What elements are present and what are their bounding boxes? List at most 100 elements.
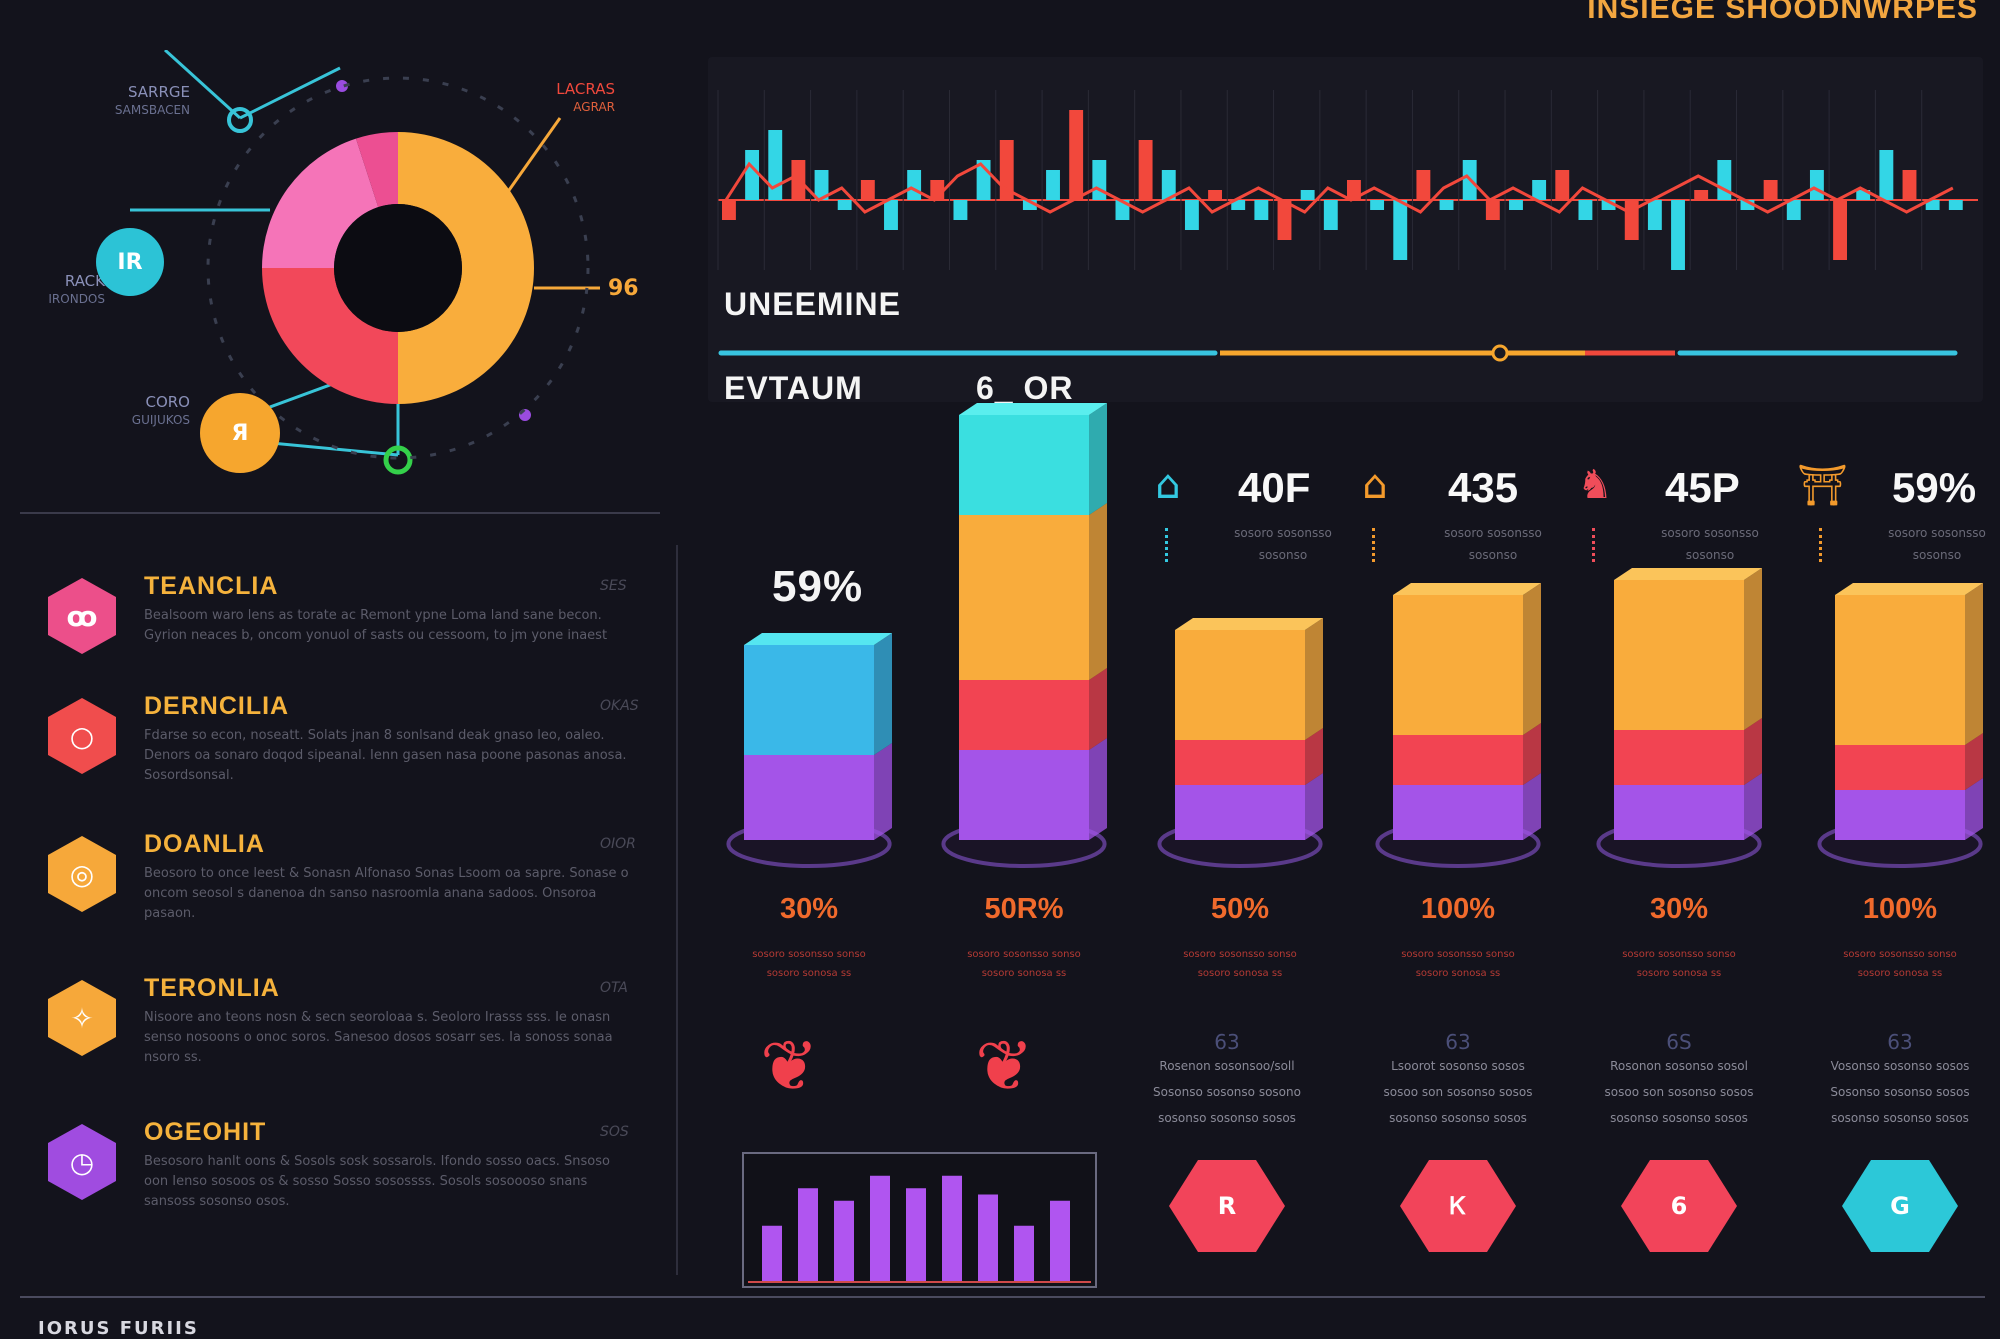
donut-slice-red[interactable]	[262, 268, 398, 404]
bar-top-face	[1835, 583, 1983, 595]
donut-slice-pink[interactable]	[262, 138, 379, 268]
bar-segment-side	[1523, 723, 1541, 785]
waveform-bar	[1509, 200, 1523, 210]
orbit-ring	[206, 76, 590, 460]
bar-segment-front[interactable]	[1175, 785, 1305, 840]
block-text: sosonso sosonso sosos	[1831, 1111, 1969, 1125]
mini-bar	[834, 1200, 854, 1282]
list-item-body: Besosoro hanlt oons & Sosols sosk sossar…	[144, 1154, 610, 1209]
bar-segment-side	[874, 633, 892, 755]
column-sub-2: sosoro sonosa ss	[981, 968, 1067, 979]
waveform-bar	[1323, 200, 1338, 230]
block-number: 63	[1887, 1030, 1913, 1054]
waveform-bar	[1231, 200, 1246, 210]
bar-segment-front[interactable]	[1835, 790, 1965, 840]
bar-top-face	[959, 403, 1107, 415]
stacks-headline: 59%	[772, 562, 864, 611]
label-title: SARRGE	[127, 83, 190, 101]
bar-segment-front[interactable]	[744, 645, 874, 755]
waveform-bar	[999, 140, 1014, 200]
waveform-bar	[1624, 200, 1639, 240]
bar-segment-front[interactable]	[744, 755, 874, 840]
block-number: 63	[1214, 1030, 1240, 1054]
column-sub-1: sosoro sosonsso sonso	[752, 949, 866, 960]
hexagon-button[interactable]: G	[1842, 1160, 1958, 1252]
list-item-tag: OTA	[600, 980, 628, 996]
column-sub-2: sosoro sonosa ss	[1197, 968, 1283, 979]
column-sub-2: sosoro sonosa ss	[1636, 968, 1722, 979]
stat-icon: ♞	[1577, 462, 1613, 508]
list-item-body: Nisoore ano teons nosn & secn seoroloaa …	[144, 1010, 613, 1065]
stat-value: 59%	[1892, 464, 1977, 511]
bar-segment-front[interactable]	[1393, 595, 1523, 735]
waveform-bar	[860, 180, 875, 200]
bar-segment-front[interactable]	[959, 750, 1089, 840]
footer-text: IORUS FURIIS	[38, 1318, 199, 1339]
bar-segment-front[interactable]	[1614, 580, 1744, 730]
bar-segment-front[interactable]	[959, 415, 1089, 515]
bar-segment-front[interactable]	[1614, 730, 1744, 785]
hexagon-button[interactable]: 6	[1621, 1160, 1737, 1252]
waveform-bar	[814, 170, 829, 200]
bar-segment-front[interactable]	[1175, 630, 1305, 740]
hexagon-button[interactable]: Ꮶ	[1400, 1160, 1516, 1252]
bar-segment-front[interactable]	[1393, 785, 1523, 840]
waveform-bar	[1948, 200, 1963, 210]
stat-dots	[1819, 528, 1825, 562]
waveform-bar	[1809, 170, 1824, 200]
waveform-line	[724, 161, 1954, 214]
waveform-bar	[1370, 200, 1385, 210]
waveform-bar	[1717, 160, 1732, 200]
divider	[20, 512, 660, 514]
stat-sub-2: sosonso	[1685, 548, 1735, 562]
mini-bar	[1014, 1225, 1034, 1282]
block-text: sosonso sosonso sosos	[1158, 1111, 1296, 1125]
label-sub: SAMSBACEN	[114, 103, 190, 117]
list-item-icon: ◷	[48, 1124, 116, 1200]
list-item-tag: OIOR	[600, 836, 636, 852]
hexagon-button[interactable]: R	[1169, 1160, 1285, 1252]
node-cyan[interactable]: IR	[96, 228, 164, 296]
bar-segment-side	[1305, 728, 1323, 785]
page-title: INSIEGE SHOODNWRPES	[1587, 0, 1978, 25]
label-sub: AGRAR	[573, 100, 615, 114]
stat-value: 40F	[1238, 464, 1311, 511]
stat-value: 435	[1448, 464, 1519, 511]
waveform-bar	[1138, 140, 1153, 200]
waveform-bar	[1833, 200, 1847, 260]
bar-segment-side	[1305, 773, 1323, 840]
bar-segment-front[interactable]	[1835, 595, 1965, 745]
bar-segment-side	[1523, 583, 1541, 735]
bar-segment-front[interactable]	[959, 680, 1089, 750]
chart-title: UNEEMINE	[724, 286, 901, 322]
bar-segment-front[interactable]	[1614, 785, 1744, 840]
column-percent: 50R%	[984, 893, 1064, 925]
timeline-slider[interactable]	[715, 343, 1965, 363]
block-text: Sosonso sosonso sosono	[1153, 1085, 1301, 1099]
waveform-bar	[1925, 200, 1940, 210]
divider-vertical	[676, 545, 678, 1275]
donut-label-top-left: SARRGE SAMSBACEN	[70, 83, 190, 119]
list-item-body: Fdarse so econ, noseatt. Solats jnan 8 s…	[144, 728, 627, 783]
waveform-bar	[1069, 110, 1084, 200]
bar-segment-front[interactable]	[1393, 735, 1523, 785]
node-ring[interactable]	[227, 107, 253, 133]
bar-segment-side	[1744, 718, 1762, 785]
node-orange[interactable]: Я	[200, 393, 280, 473]
donut-slice-orange[interactable]	[398, 132, 534, 404]
bar-segment-front[interactable]	[1835, 745, 1965, 790]
timeline-handle[interactable]	[1491, 344, 1509, 362]
bar-segment-front[interactable]	[1175, 740, 1305, 785]
waveform-bar	[1022, 200, 1037, 210]
stat-icon: ⛩	[1797, 463, 1848, 509]
list-item-tag: SES	[600, 578, 627, 594]
block-text: sosoo son sosonso sosos	[1383, 1085, 1533, 1099]
waveform-bar	[1902, 170, 1917, 200]
timeline-label: EVTAUM	[724, 370, 863, 406]
bar-segment-front[interactable]	[959, 515, 1089, 680]
mini-bar	[1050, 1200, 1070, 1282]
donut-slice-magenta[interactable]	[355, 132, 398, 208]
donut-label-left: RACK IRONDOS	[20, 272, 105, 308]
node-ring-green[interactable]	[383, 445, 413, 475]
mini-bar	[942, 1175, 962, 1282]
